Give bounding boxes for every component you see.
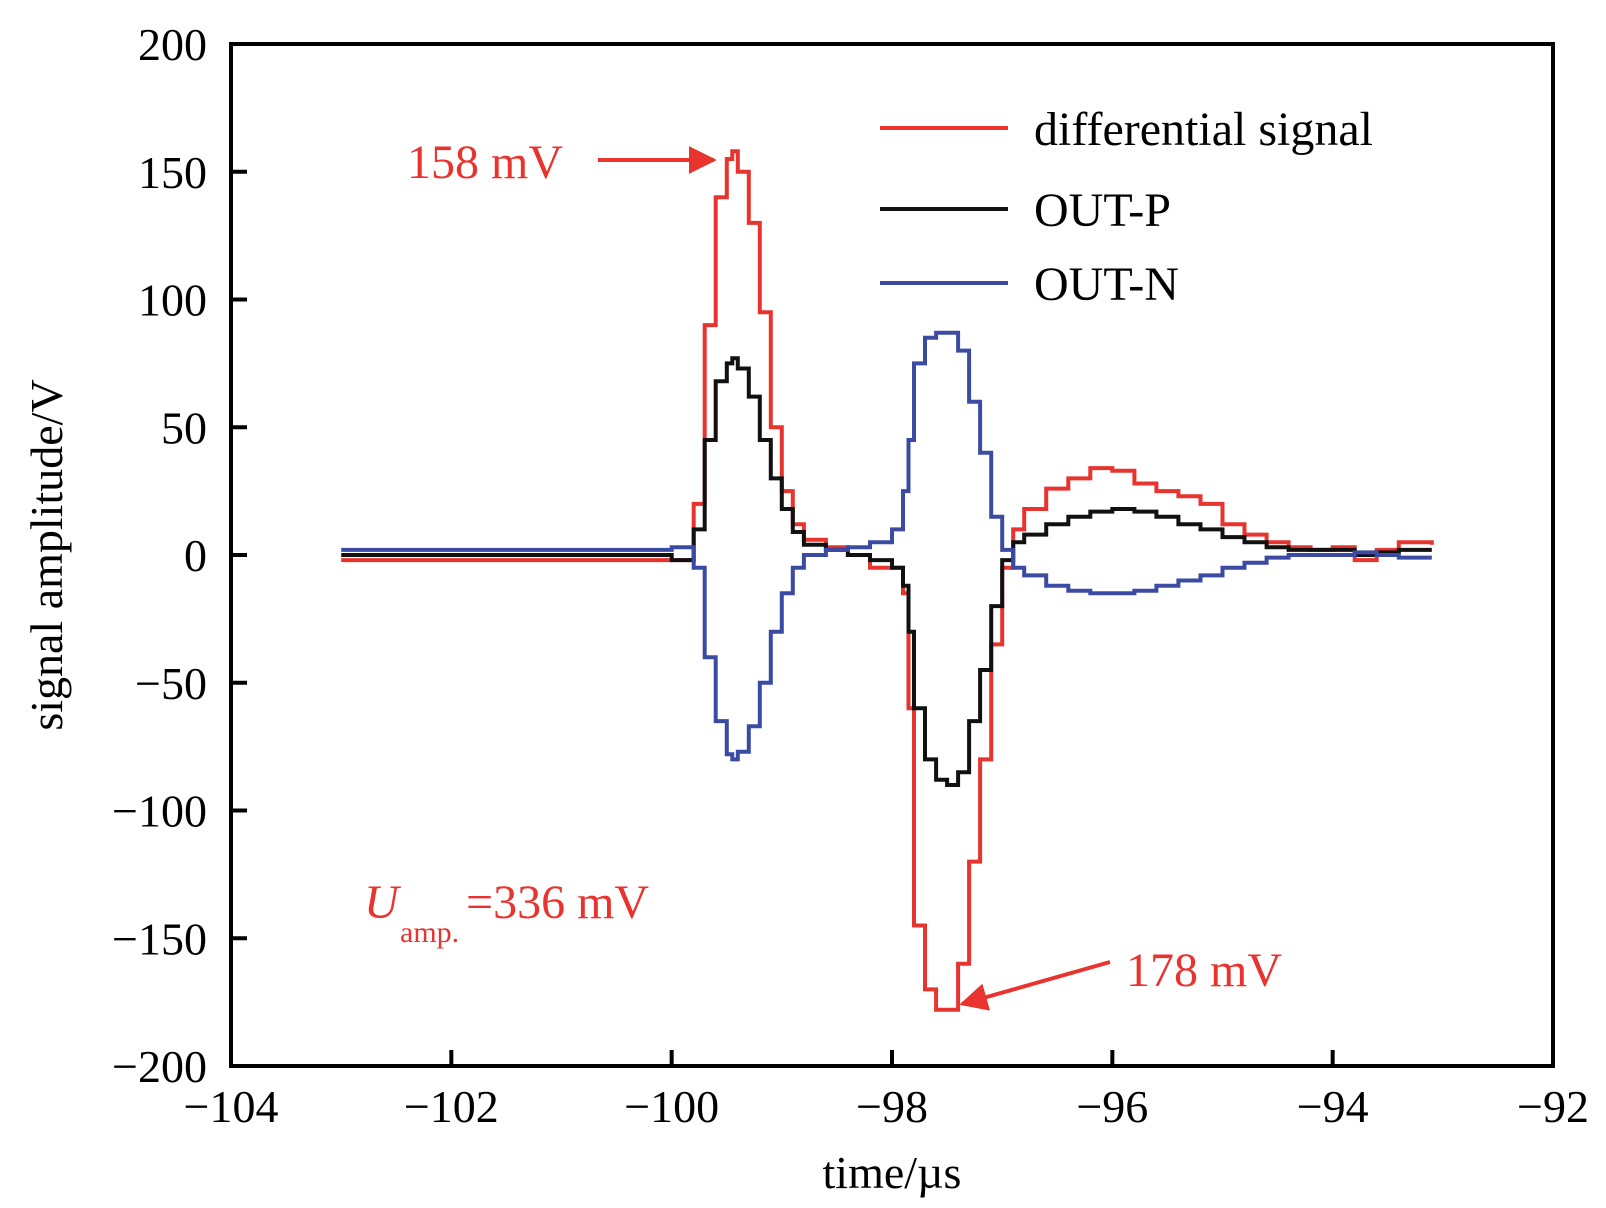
legend-label-differential-signal: differential signal [1034, 103, 1373, 156]
y-tick-label: −200 [112, 1041, 207, 1092]
y-tick-label: 0 [184, 530, 207, 581]
x-axis-label: time/µs [823, 1147, 962, 1198]
x-tick-label: −100 [624, 1081, 719, 1132]
y-tick-label: 150 [138, 147, 207, 198]
legend-label-out-p: OUT-P [1034, 184, 1171, 237]
y-axis-label: signal amplitude/V [21, 379, 72, 730]
annotation-uamp-value: =336 mV [466, 876, 649, 929]
annotation-peak-positive: 158 mV [407, 136, 717, 189]
y-tick-label: −100 [112, 786, 207, 837]
y-tick-label: −50 [135, 658, 207, 709]
y-axis-ticks: 200 150 100 50 0 −50 −100 −150 −200 [112, 19, 247, 1092]
annotation-178mv-text: 178 mV [1126, 944, 1282, 997]
y-tick-label: 200 [138, 19, 207, 70]
series-line-out-n [341, 330, 1432, 762]
y-tick-label: 50 [161, 402, 207, 453]
x-tick-label: −94 [1297, 1081, 1369, 1132]
legend: differential signal OUT-P OUT-N [880, 103, 1373, 311]
y-tick-label: −150 [112, 913, 207, 964]
annotation-uamp-sub: amp. [400, 916, 459, 949]
annotation-uamp-main: U [364, 876, 402, 929]
x-axis-ticks: −104 −102 −100 −98 −96 −94 −92 [184, 1050, 1589, 1132]
annotation-178mv-arrow [959, 960, 1111, 1011]
x-tick-label: −104 [184, 1081, 279, 1132]
x-tick-label: −92 [1517, 1081, 1589, 1132]
series-line-differential-signal [341, 149, 1434, 1012]
y-tick-label: 100 [138, 275, 207, 326]
x-tick-label: −98 [856, 1081, 928, 1132]
annotation-peak-negative: 178 mV [959, 944, 1282, 1011]
x-tick-label: −96 [1076, 1081, 1148, 1132]
x-tick-label: −102 [404, 1081, 499, 1132]
annotation-158mv-text: 158 mV [407, 136, 563, 189]
series-line-out-p [341, 356, 1432, 787]
series-layer [341, 149, 1434, 1012]
legend-label-out-n: OUT-N [1034, 258, 1179, 311]
annotation-uamp: U amp. =336 mV [364, 876, 649, 949]
